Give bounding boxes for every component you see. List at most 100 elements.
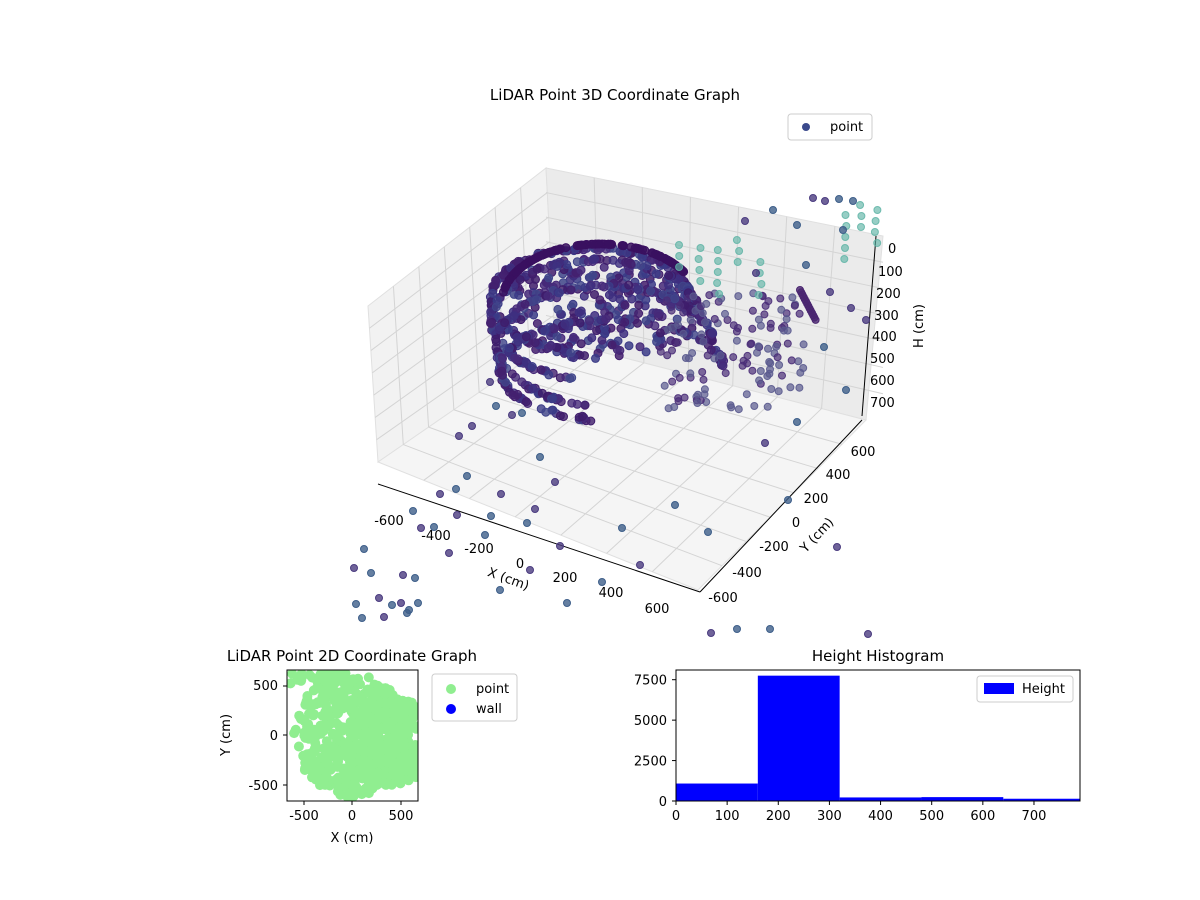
data-point-3d xyxy=(585,316,595,326)
z-axis-label-3d: H (cm) xyxy=(912,304,927,348)
data-point-2d xyxy=(393,696,404,707)
data-point-3d xyxy=(403,609,411,617)
data-point-3d xyxy=(531,505,539,513)
data-point-3d xyxy=(497,490,505,498)
data-point-3d xyxy=(664,256,674,266)
data-point-3d xyxy=(688,349,697,358)
grid-line xyxy=(821,226,836,409)
data-point-3d xyxy=(764,344,772,353)
data-point-3d xyxy=(498,270,508,280)
data-point-2d xyxy=(391,741,402,752)
data-point-3d xyxy=(777,305,786,314)
data-point-3d xyxy=(767,385,776,393)
data-point-3d xyxy=(742,390,751,399)
data-point-3d xyxy=(776,294,785,303)
data-point-3d xyxy=(793,221,801,229)
data-point-3d xyxy=(626,259,636,269)
data-point-3d xyxy=(509,311,519,321)
grid-line xyxy=(428,426,747,542)
data-point-3d xyxy=(463,472,471,480)
data-point-3d xyxy=(563,599,571,607)
data-point-3d xyxy=(716,351,725,360)
data-point-3d xyxy=(668,346,676,355)
data-point-3d xyxy=(536,453,544,461)
data-point-3d xyxy=(811,315,820,324)
x-axis-label-2d: X (cm) xyxy=(331,831,374,846)
data-point-3d xyxy=(738,361,747,370)
x-ticks-histogram: 0 100 200 300 400 500 600 700 xyxy=(672,801,1046,824)
data-point-3d xyxy=(842,386,850,394)
data-point-3d xyxy=(358,614,366,622)
data-point-3d xyxy=(508,390,518,400)
data-point-3d xyxy=(397,599,405,607)
data-point-3d xyxy=(765,369,774,378)
pane-floor xyxy=(376,339,867,591)
data-point-3d xyxy=(507,369,517,379)
z-axis-line-3d xyxy=(861,235,877,417)
data-point-3d xyxy=(599,282,609,292)
x-axis-line-3d xyxy=(377,483,701,593)
data-point-3d xyxy=(778,371,786,380)
data-point-3d xyxy=(436,490,444,498)
data-point-3d xyxy=(675,263,684,271)
data-point-2d xyxy=(412,765,418,776)
x-tick-label: 500 xyxy=(389,809,414,824)
data-point-3d xyxy=(820,343,828,351)
data-point-3d xyxy=(695,266,704,274)
data-point-3d xyxy=(604,239,614,249)
data-point-3d xyxy=(601,314,611,324)
grid-line xyxy=(545,192,884,263)
data-point-3d xyxy=(495,325,504,335)
data-point-3d xyxy=(795,309,804,318)
data-point-3d xyxy=(748,306,757,315)
data-point-3d xyxy=(701,318,709,327)
data-point-2d xyxy=(335,789,346,800)
data-point-3d xyxy=(773,353,782,362)
x-ticks-2d: -500 0 500 xyxy=(289,801,413,824)
data-point-2d xyxy=(386,707,397,718)
data-point-2d xyxy=(318,726,329,736)
x-tick-label: 200 xyxy=(766,809,791,824)
data-point-3d xyxy=(735,247,744,255)
data-point-3d xyxy=(721,309,729,318)
legend-marker-point-2d xyxy=(446,684,456,694)
data-point-2d xyxy=(320,779,331,790)
data-point-3d xyxy=(517,377,527,387)
data-point-3d xyxy=(521,332,531,342)
data-point-3d xyxy=(491,343,501,353)
data-point-2d xyxy=(323,759,334,770)
data-point-2d xyxy=(296,675,306,686)
legend-label-wall: wall xyxy=(476,702,502,717)
data-point-3d xyxy=(487,512,495,520)
data-point-2d xyxy=(379,778,390,789)
data-point-3d xyxy=(694,255,703,263)
data-point-2d xyxy=(408,752,418,763)
data-point-3d xyxy=(835,195,843,203)
data-point-3d xyxy=(715,290,724,298)
data-point-2d xyxy=(404,720,415,731)
data-point-3d xyxy=(873,239,882,247)
data-point-3d xyxy=(765,358,774,366)
data-point-2d xyxy=(366,772,377,783)
data-point-2d xyxy=(336,695,347,706)
data-point-3d xyxy=(788,293,797,302)
data-point-2d xyxy=(293,741,304,752)
data-point-3d xyxy=(705,291,714,300)
chart-2d-title: LiDAR Point 2D Coordinate Graph xyxy=(227,647,477,665)
data-point-2d xyxy=(349,778,360,789)
data-point-3d xyxy=(641,295,651,305)
data-point-3d xyxy=(696,277,705,285)
data-point-3d xyxy=(750,402,759,410)
legend-histogram: Height xyxy=(976,675,1074,703)
data-point-3d xyxy=(691,306,700,315)
data-point-3d xyxy=(641,347,651,357)
data-point-2d xyxy=(307,772,317,783)
data-point-3d xyxy=(653,309,663,319)
data-point-3d xyxy=(520,299,530,309)
data-point-3d xyxy=(560,319,570,329)
data-point-3d xyxy=(380,613,388,621)
data-point-3d xyxy=(399,571,407,579)
data-point-3d xyxy=(513,354,523,364)
data-point-3d xyxy=(486,378,494,386)
